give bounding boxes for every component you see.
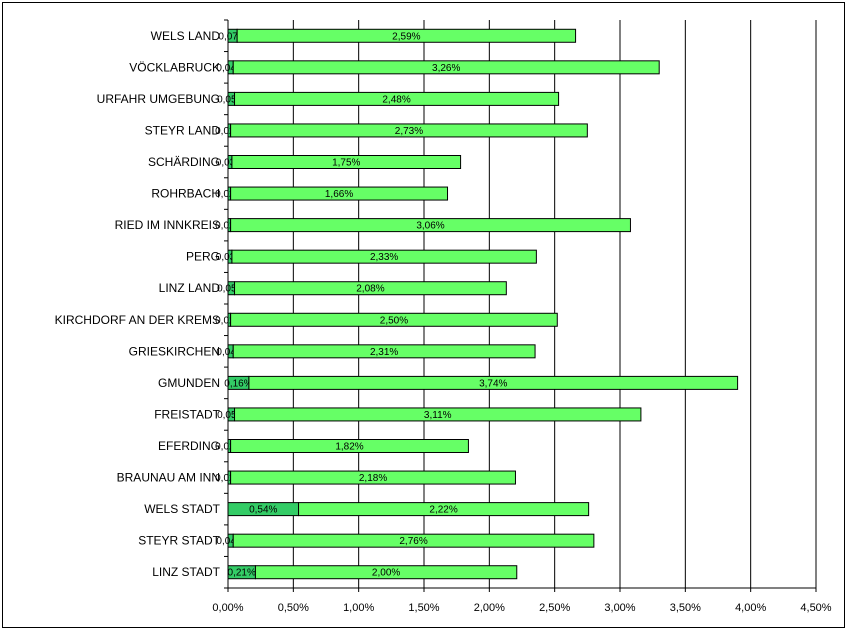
data-label: 2,31% xyxy=(370,347,398,358)
data-label: 0,04% xyxy=(216,63,244,74)
data-label: 3,11% xyxy=(424,410,452,421)
category-label: EFERDING xyxy=(158,439,220,453)
category-label: WELS STADT xyxy=(144,502,220,516)
x-tick-label: 1,50% xyxy=(408,602,439,614)
data-label: 3,26% xyxy=(432,63,460,74)
x-tick-label: 0,00% xyxy=(212,602,243,614)
category-label: VÖCKLABRUCK xyxy=(129,60,220,74)
data-label: 0,02% xyxy=(215,442,243,453)
bar-segment-2 xyxy=(230,123,588,138)
x-tick-label: 1,00% xyxy=(343,602,374,614)
data-label: 0,05% xyxy=(217,410,245,421)
bar-segment-2 xyxy=(234,281,507,296)
bar-segment-2 xyxy=(236,28,577,43)
data-label: 3,74% xyxy=(479,378,507,389)
data-label: 0,02% xyxy=(215,315,243,326)
x-tick-label: 0,50% xyxy=(278,602,309,614)
category-label: ROHRBACH xyxy=(151,187,220,201)
category-label: LINZ STADT xyxy=(152,565,220,579)
bar-segment-2 xyxy=(231,249,537,264)
bar-segment-2 xyxy=(230,470,516,485)
category-label: BRAUNAU AM INN xyxy=(117,471,220,485)
x-tick-label: 4,00% xyxy=(735,602,766,614)
category-label: URFAHR UMGEBUNG xyxy=(97,92,220,106)
x-tick-label: 3,50% xyxy=(670,602,701,614)
category-label: STEYR STADT xyxy=(138,534,220,548)
bar-segment-2 xyxy=(234,91,560,106)
category-label: WELS LAND xyxy=(151,29,221,43)
data-label: 2,73% xyxy=(395,126,423,137)
data-label: 0,54% xyxy=(249,505,277,516)
bar-segment-2 xyxy=(232,344,536,359)
data-label: 0,02% xyxy=(215,221,243,232)
data-label: 0,03% xyxy=(216,158,244,169)
bar-segment-2 xyxy=(230,439,469,453)
data-label: 2,22% xyxy=(429,505,457,516)
data-label: 0,07% xyxy=(218,31,246,42)
category-label: RIED IM INNKREIS xyxy=(115,218,220,232)
category-label: KIRCHDORF AN DER KREMS xyxy=(55,313,220,327)
category-label: PERG xyxy=(186,250,220,264)
data-label: 0,05% xyxy=(217,284,245,295)
data-label: 3,06% xyxy=(416,221,444,232)
data-label: 0,02% xyxy=(215,126,243,137)
data-label: 2,18% xyxy=(359,473,387,484)
bar-segment-2 xyxy=(298,502,590,517)
data-label: 0,02% xyxy=(215,473,243,484)
bar-segment-2 xyxy=(230,186,449,201)
bar-segment-2 xyxy=(230,312,558,327)
data-label: 2,08% xyxy=(356,284,384,295)
x-tick-label: 4,50% xyxy=(800,602,831,614)
data-label: 0,04% xyxy=(216,347,244,358)
category-label: SCHÄRDING xyxy=(148,155,220,169)
data-label: 2,76% xyxy=(399,536,427,547)
bar-segment-2 xyxy=(254,565,518,580)
category-label: STEYR LAND xyxy=(145,123,221,137)
bar-segment-2 xyxy=(231,155,462,169)
bar-segment-2 xyxy=(230,218,631,233)
bar-segment-2 xyxy=(234,407,642,422)
category-label: FREISTADT xyxy=(154,407,220,421)
x-tick-label: 2,50% xyxy=(539,602,570,614)
data-label: 2,00% xyxy=(372,568,400,579)
category-label: GRIESKIRCHEN xyxy=(129,344,220,358)
data-label: 2,50% xyxy=(380,315,408,326)
x-tick-label: 2,00% xyxy=(474,602,505,614)
data-label: 2,48% xyxy=(382,94,410,105)
category-label: GMUNDEN xyxy=(158,376,220,390)
data-label: 1,82% xyxy=(335,442,363,453)
data-label: 0,16% xyxy=(224,378,252,389)
data-label: 2,59% xyxy=(392,31,420,42)
bar-segment-2 xyxy=(232,533,595,548)
data-label: 1,66% xyxy=(325,189,353,200)
data-label: 0,05% xyxy=(217,94,245,105)
data-label: 0,03% xyxy=(216,252,244,263)
x-tick-label: 3,00% xyxy=(604,602,635,614)
data-label: 0,04% xyxy=(216,536,244,547)
data-label: 2,33% xyxy=(370,252,398,263)
category-label: LINZ LAND xyxy=(159,281,221,295)
data-label: 0,21% xyxy=(228,568,256,579)
bar-segment-2 xyxy=(248,375,739,390)
data-label: 1,75% xyxy=(332,158,360,169)
bar-segment-2 xyxy=(232,60,660,75)
data-label: 0,02% xyxy=(215,189,243,200)
